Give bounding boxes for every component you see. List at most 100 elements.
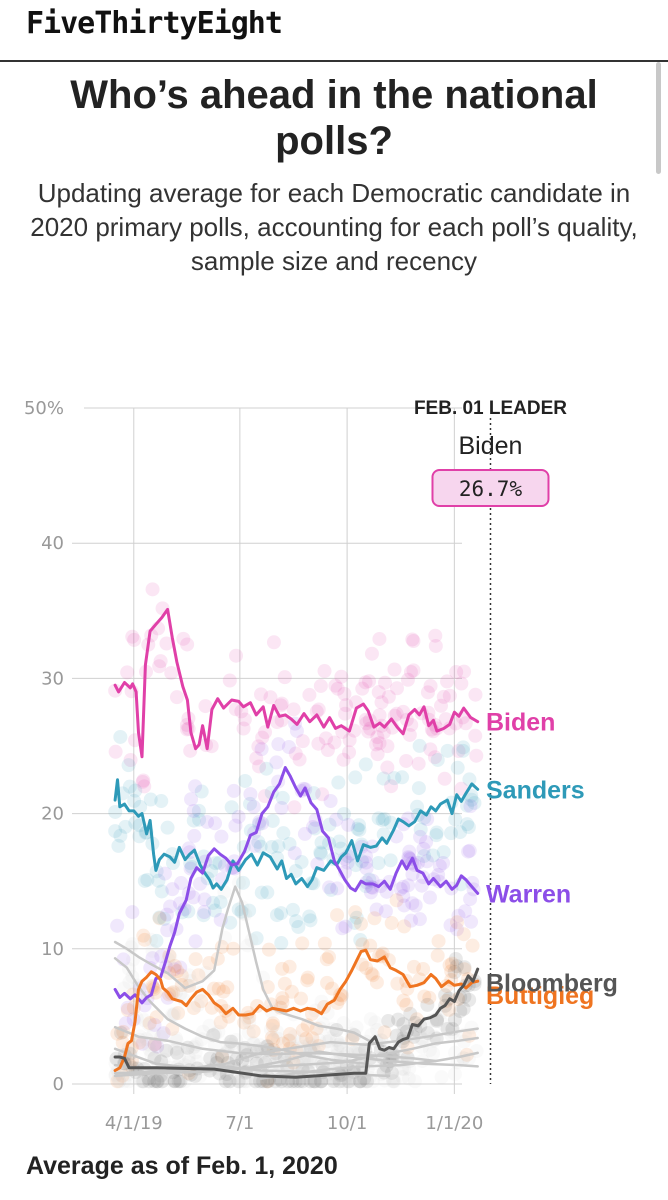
poll-dot <box>348 858 363 873</box>
chart-title: Who’s ahead in the national polls? <box>70 73 598 163</box>
poll-dot <box>448 812 463 827</box>
poll-dot <box>359 861 374 876</box>
poll-dot <box>442 721 457 736</box>
poll-dot <box>229 648 244 663</box>
poll-dot <box>369 737 384 752</box>
poll-dot <box>389 681 404 696</box>
poll-dot <box>147 1074 162 1089</box>
poll-dot <box>377 1025 392 1040</box>
warren-line <box>113 766 480 1005</box>
poll-dot <box>108 824 123 839</box>
poll-dot <box>277 976 292 991</box>
poll-dot <box>358 675 373 690</box>
buttigieg-label: Buttigieg <box>486 982 594 1010</box>
poll-dot <box>402 727 417 742</box>
poll-dot <box>191 968 206 983</box>
poll-dot <box>165 1074 180 1089</box>
poll-dot <box>403 665 418 680</box>
poll-dot <box>258 789 273 804</box>
poll-dot <box>381 1013 396 1028</box>
poll-dot <box>340 1074 355 1089</box>
poll-dot <box>419 854 434 869</box>
poll-dot <box>396 1024 411 1039</box>
poll-dot <box>332 1074 347 1089</box>
poll-dot <box>406 959 421 974</box>
poll-dot <box>117 981 132 996</box>
poll-dot <box>380 760 395 775</box>
poll-dot <box>266 1016 281 1031</box>
poll-dot <box>429 828 444 843</box>
poll-dot <box>243 787 258 802</box>
poll-dot <box>416 962 431 977</box>
poll-dot <box>132 829 147 844</box>
poll-dot <box>428 628 443 643</box>
polling-chart[interactable]: 0 10 20 30 40 50% 4/1/19 7/1 10/1 1/1/20 FEB. 01 … <box>0 380 668 1142</box>
poll-dot <box>237 1015 252 1030</box>
poll-dot <box>123 753 138 768</box>
poll-dot <box>253 687 268 702</box>
poll-dot <box>145 943 160 958</box>
poll-dot <box>401 878 416 893</box>
poll-dot <box>376 725 391 740</box>
poll-dot <box>128 783 143 798</box>
poll-dot <box>324 1040 339 1055</box>
poll-dot <box>358 757 373 772</box>
y-tick-label: 20 <box>41 804 64 825</box>
poll-dot <box>405 896 420 911</box>
poll-dot <box>412 738 427 753</box>
poll-dot <box>207 903 222 918</box>
poll-dot <box>274 800 289 815</box>
poll-dot <box>186 803 201 818</box>
poll-dot <box>356 1073 371 1088</box>
poll-dot <box>300 970 315 985</box>
poll-dot <box>359 875 374 890</box>
poll-dot <box>434 1070 449 1085</box>
poll-dot <box>174 876 189 891</box>
poll-dot <box>120 1000 135 1015</box>
poll-dot <box>231 1074 246 1089</box>
poll-dot <box>322 817 337 832</box>
poll-dot <box>132 1035 147 1050</box>
poll-dot <box>282 959 297 974</box>
poll-dot <box>285 902 300 917</box>
poll-dot <box>368 1015 383 1030</box>
poll-dot <box>287 800 302 815</box>
poll-dot <box>275 961 290 976</box>
scrollbar[interactable] <box>656 62 661 174</box>
poll-dot <box>406 634 421 649</box>
poll-dot <box>367 911 382 926</box>
poll-dot <box>110 918 125 933</box>
poll-dot <box>359 960 374 975</box>
poll-dot <box>226 941 241 956</box>
poll-dot <box>354 837 369 852</box>
poll-dot <box>449 665 464 680</box>
poll-dot <box>165 1021 180 1036</box>
poll-dot <box>325 981 340 996</box>
poll-dot <box>275 995 290 1010</box>
poll-dot <box>223 1037 238 1052</box>
poll-dot <box>430 752 445 767</box>
poll-dot <box>252 759 267 774</box>
poll-dot <box>117 1074 132 1089</box>
poll-dot <box>337 1074 352 1089</box>
poll-dot <box>190 1054 205 1069</box>
poll-dot <box>208 856 223 871</box>
poll-dot <box>318 731 333 746</box>
poll-dot <box>353 1074 368 1089</box>
poll-dot <box>253 839 268 854</box>
poll-dot <box>314 835 329 850</box>
poll-dot <box>169 690 184 705</box>
poll-dot <box>360 1074 375 1089</box>
leader-label: FEB. 01 LEADER <box>414 398 567 419</box>
poll-dot <box>308 1074 323 1089</box>
poll-dot <box>330 881 345 896</box>
poll-dot <box>391 1012 406 1027</box>
poll-dot <box>251 834 266 849</box>
poll-dot <box>397 898 412 913</box>
poll-dot <box>341 817 356 832</box>
poll-dot <box>270 1024 285 1039</box>
poll-dot <box>108 804 123 819</box>
poll-dot <box>242 1015 257 1030</box>
site-logo[interactable]: FiveThirtyEight <box>26 6 283 41</box>
poll-dot <box>155 1074 170 1089</box>
